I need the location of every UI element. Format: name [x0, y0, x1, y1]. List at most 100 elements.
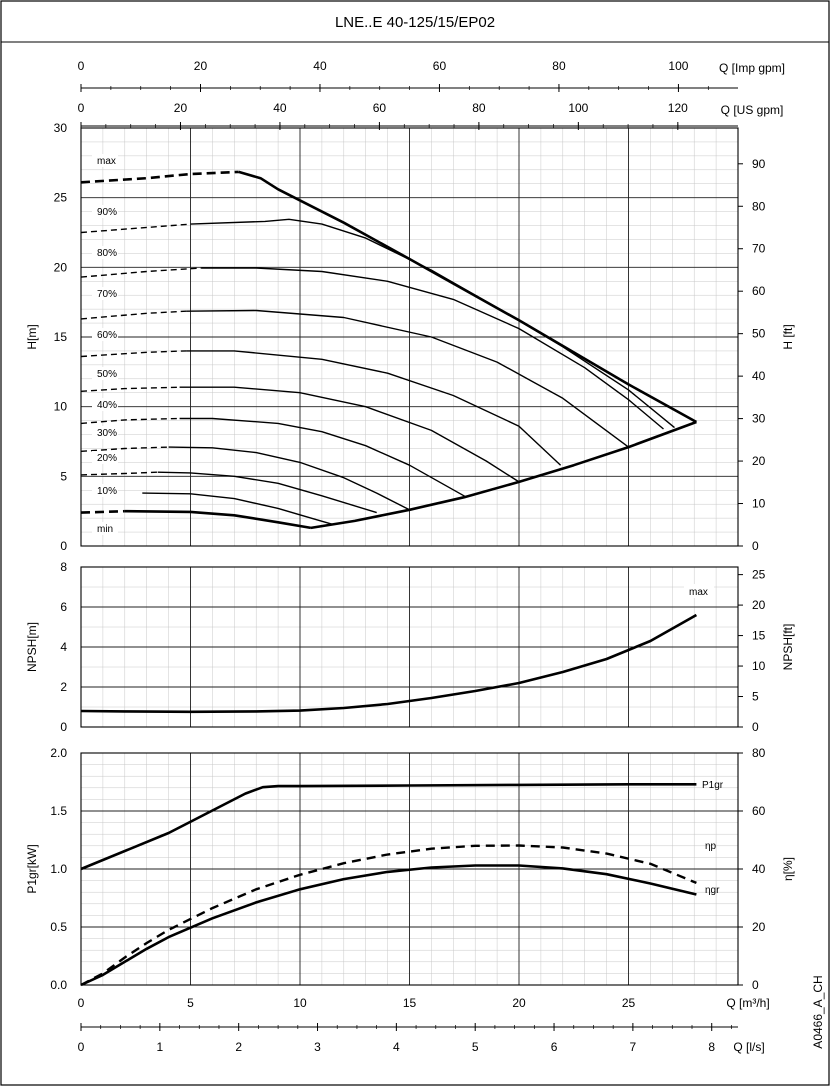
top-axis-tick-label: 0	[78, 59, 85, 73]
y-tick-label: 2	[60, 680, 67, 694]
y-right-tick-label: 0	[752, 720, 759, 734]
ls-tick-label: 3	[314, 1040, 321, 1054]
curve-label-bg	[92, 246, 118, 259]
y-right-tick-label: 10	[752, 497, 766, 511]
top-axis-title: Q [Imp gpm]	[719, 61, 785, 75]
y-tick-label: 8	[60, 560, 67, 574]
curve-label-50pct: 50%	[97, 369, 117, 380]
y-right-tick-label: 30	[752, 412, 766, 426]
top-axis-tick-label: 20	[174, 101, 188, 115]
series-max-dashed	[80, 170, 239, 184]
series-50--line	[179, 386, 520, 483]
y-tick-label: 5	[60, 469, 67, 483]
curve-label-bg	[92, 205, 118, 218]
y-right-tick-label: 5	[752, 690, 759, 704]
series-30--dashed	[80, 446, 169, 452]
plot-frame	[80, 127, 739, 547]
eta-p-curve-label: ηp	[705, 841, 717, 852]
series-60--line	[186, 350, 562, 466]
curve-label-80pct: 80%	[97, 248, 117, 259]
curve-label-70pct: 70%	[97, 289, 117, 300]
series-90--line	[190, 218, 675, 429]
y-right-tick-label: 20	[752, 598, 766, 612]
series-30--line	[168, 446, 410, 511]
top-axis-tick-label: 0	[78, 101, 85, 115]
figure-code: A0466_A_CH	[811, 975, 825, 1048]
series-max-line	[238, 170, 698, 424]
x-tick-label: 10	[293, 996, 307, 1010]
series-envelope-line	[310, 420, 697, 530]
y-axis-title: NPSH[m]	[25, 622, 39, 672]
chart-title: LNE..E 40-125/15/EP02	[335, 14, 495, 31]
series-70--line	[186, 309, 629, 448]
series-40--dashed	[80, 417, 180, 425]
series-40--line	[179, 417, 467, 498]
x-tick-label: 20	[512, 996, 526, 1010]
top-axis-tick-label: 80	[472, 101, 486, 115]
curve-label-bg	[92, 426, 118, 439]
series-p1gr-line	[80, 783, 697, 871]
y-right-tick-label: 40	[752, 862, 766, 876]
y-right-tick-label: 60	[752, 804, 766, 818]
curve-label-60pct: 60%	[97, 330, 117, 341]
y-right-axis-title: H [ft]	[781, 324, 795, 349]
curve-label-max: max	[97, 156, 116, 167]
npsh-label-bg	[684, 584, 714, 598]
y-right-tick-label: 50	[752, 327, 766, 341]
y-axis-title: H[m]	[25, 324, 39, 349]
eta-gr-curve-label: ηgr	[705, 885, 720, 896]
y-tick-label: 25	[54, 191, 68, 205]
plot-frame	[80, 566, 739, 728]
y-tick-label: 0	[60, 539, 67, 553]
ls-tick-label: 4	[393, 1040, 400, 1054]
series-min-dashed	[80, 509, 125, 514]
y-tick-label: 0.5	[50, 920, 67, 934]
curve-label-bg	[92, 451, 118, 464]
npsh-curve-label: max	[689, 587, 708, 598]
x-tick-label: 5	[187, 996, 194, 1010]
y-tick-label: 1.0	[50, 862, 67, 876]
series-max-line	[80, 613, 698, 714]
y-right-tick-label: 70	[752, 242, 766, 256]
y-tick-label: 0	[60, 720, 67, 734]
ls-axis-title: Q [l/s]	[733, 1040, 764, 1054]
top-axis-tick-label: 20	[194, 59, 208, 73]
ls-tick-label: 8	[708, 1040, 715, 1054]
y-right-tick-label: 90	[752, 157, 766, 171]
y-tick-label: 2.0	[50, 746, 67, 760]
y-tick-label: 4	[60, 640, 67, 654]
series-80--dashed	[80, 267, 202, 278]
ls-tick-label: 1	[156, 1040, 163, 1054]
top-axis-tick-label: 40	[273, 101, 287, 115]
top-axis-tick-label: 100	[668, 59, 688, 73]
curve-label-bg	[92, 328, 118, 341]
top-axis-tick-label: 120	[668, 101, 688, 115]
top-axis-tick-label: 100	[568, 101, 588, 115]
y-tick-label: 10	[54, 400, 68, 414]
series-10--line	[142, 492, 334, 526]
curve-label-bg	[92, 484, 118, 497]
curve-label-bg	[92, 367, 118, 380]
curve-label-bg	[92, 522, 118, 535]
ls-tick-label: 5	[472, 1040, 479, 1054]
curve-label-90pct: 90%	[97, 207, 117, 218]
y-right-tick-label: 60	[752, 284, 766, 298]
y-tick-label: 6	[60, 600, 67, 614]
series-20--dashed	[80, 471, 158, 476]
y-right-tick-label: 40	[752, 369, 766, 383]
y-right-tick-label: 20	[752, 454, 766, 468]
series--p-line	[80, 844, 697, 987]
y-right-tick-label: 10	[752, 659, 766, 673]
ls-tick-label: 2	[235, 1040, 242, 1054]
y-right-tick-label: 0	[752, 978, 759, 992]
series-50--dashed	[80, 386, 180, 392]
curve-label-bg	[92, 398, 118, 411]
y-tick-label: 0.0	[50, 978, 67, 992]
series-60--dashed	[80, 350, 187, 358]
y-right-tick-label: 80	[752, 746, 766, 760]
x-tick-label: 15	[403, 996, 417, 1010]
top-axis-tick-label: 60	[433, 59, 447, 73]
y-right-tick-label: 0	[752, 539, 759, 553]
curve-label-40pct: 40%	[97, 400, 117, 411]
